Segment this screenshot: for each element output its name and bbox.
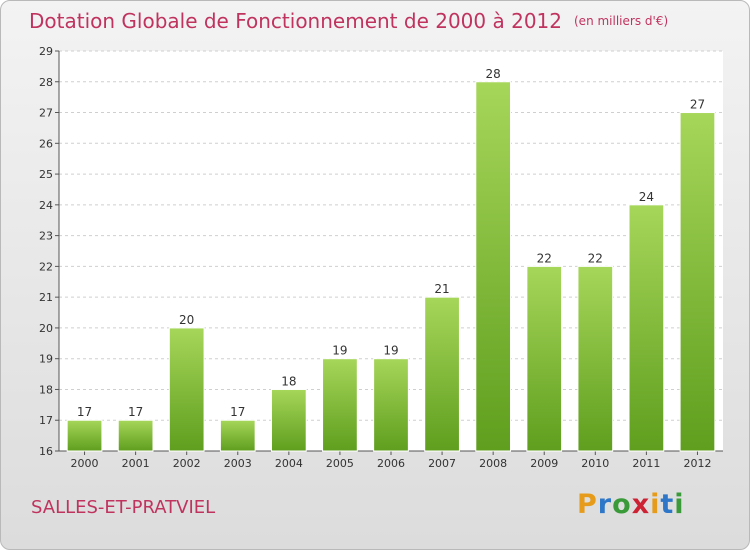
bar-value-label: 19 — [383, 344, 398, 358]
x-tick-label: 2002 — [173, 457, 201, 470]
bar — [66, 419, 103, 452]
commune-name: SALLES-ET-PRATVIEL — [31, 497, 216, 518]
x-tick-label: 2006 — [377, 457, 405, 470]
bar-value-label: 22 — [588, 251, 603, 265]
y-tick-label: 28 — [39, 76, 53, 89]
bar-value-label: 20 — [179, 313, 194, 327]
x-tick-label: 2003 — [224, 457, 252, 470]
x-tick-label: 2011 — [632, 457, 660, 470]
bar — [168, 327, 205, 452]
y-tick-label: 23 — [39, 230, 53, 243]
y-tick-label: 29 — [39, 45, 53, 58]
bar-value-label: 18 — [281, 374, 296, 388]
bar-value-label: 17 — [230, 405, 245, 419]
y-tick-label: 21 — [39, 291, 53, 304]
x-tick-label: 2001 — [122, 457, 150, 470]
logo-letter: t — [660, 489, 675, 520]
logo-letter: P — [577, 489, 598, 520]
chart-title: Dotation Globale de Fonctionnement de 20… — [29, 9, 668, 33]
bar — [424, 296, 460, 452]
x-tick-label: 2008 — [479, 457, 507, 470]
x-tick-label: 2012 — [683, 457, 711, 470]
y-tick-label: 16 — [39, 445, 53, 458]
bar — [679, 112, 716, 452]
bar-value-label: 28 — [486, 67, 501, 81]
y-tick-label: 25 — [39, 168, 53, 181]
chart-title-text: Dotation Globale de Fonctionnement de 20… — [29, 9, 562, 33]
chart-subtitle: (en milliers d'€) — [574, 14, 669, 28]
bar — [219, 419, 256, 452]
y-tick-label: 17 — [39, 414, 53, 427]
bar — [628, 204, 665, 452]
label-layer: 17 2000 17 2001 20 2002 17 2003 18 2004 19 2005 19 20… — [71, 67, 712, 470]
bar-value-label: 21 — [434, 282, 449, 296]
x-tick-label: 2004 — [275, 457, 303, 470]
x-tick-label: 2005 — [326, 457, 354, 470]
bar-value-label: 17 — [128, 405, 143, 419]
logo-letter: x — [631, 489, 651, 520]
bar-value-label: 17 — [77, 405, 92, 419]
y-tick-label: 26 — [39, 137, 53, 150]
bar — [475, 81, 512, 452]
y-tick-label: 24 — [39, 199, 53, 212]
bar — [526, 265, 563, 452]
y-tick-label: 22 — [39, 260, 53, 273]
logo-letter: i — [674, 489, 685, 520]
logo-letter: i — [650, 489, 661, 520]
bar-value-label: 24 — [639, 190, 654, 204]
bar-value-label: 27 — [690, 98, 705, 112]
y-tick-label: 19 — [39, 353, 53, 366]
bar-value-label: 22 — [537, 251, 552, 265]
bar-value-label: 19 — [332, 344, 347, 358]
y-tick-label: 27 — [39, 107, 53, 120]
bar — [373, 358, 409, 452]
y-tick-label: 18 — [39, 383, 53, 396]
proxiti-logo[interactable]: Proxiti — [577, 489, 685, 520]
bar-layer — [66, 81, 716, 452]
x-tick-label: 2000 — [71, 457, 99, 470]
logo-letter: r — [597, 489, 613, 520]
logo-letter: o — [612, 489, 632, 520]
bar — [117, 419, 154, 452]
bar — [322, 358, 358, 452]
bar — [270, 388, 307, 452]
x-tick-label: 2007 — [428, 457, 456, 470]
x-tick-label: 2010 — [581, 457, 609, 470]
x-tick-label: 2009 — [530, 457, 558, 470]
y-tick-label: 20 — [39, 322, 53, 335]
bar — [577, 265, 614, 452]
